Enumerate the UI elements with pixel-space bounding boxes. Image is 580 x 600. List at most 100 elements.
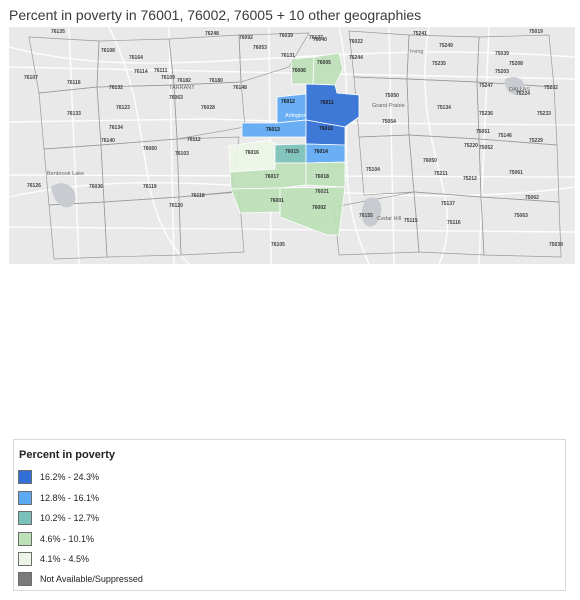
zip-label-76155: 76155 — [359, 213, 373, 219]
zip-label-76016: 76016 — [245, 150, 259, 156]
zip-label-76132: 76132 — [109, 85, 123, 91]
choropleth-map[interactable]: 76006 76005 76012 76011 76013 76010 76016 76015… — [9, 27, 575, 264]
zip-label-75211: 75211 — [434, 171, 448, 177]
zip-label-76135: 76135 — [51, 29, 65, 35]
zip-label-76123: 76123 — [116, 105, 130, 111]
zip-label-76133: 76133 — [67, 111, 81, 117]
zip-label-75212: 75212 — [463, 176, 477, 182]
legend-item: 12.8% - 16.1% — [18, 490, 99, 506]
zip-label-76001: 76001 — [270, 198, 284, 204]
page-title: Percent in poverty in 76001, 76002, 7600… — [9, 7, 422, 23]
zip-label-76036: 76036 — [89, 184, 103, 190]
legend-item: 4.6% - 10.1% — [18, 531, 94, 547]
zip-label-76182: 76182 — [177, 78, 191, 84]
zip-label-76105: 76105 — [271, 242, 285, 248]
zip-label-76050: 76050 — [423, 158, 437, 164]
city-label-cedar-hill: Cedar Hill — [377, 216, 401, 222]
zip-label-76021: 76021 — [315, 189, 329, 195]
legend-item: 4.1% - 4.5% — [18, 551, 89, 567]
zip-label-76053: 76053 — [253, 45, 267, 51]
city-label-grand-prairie: Grand Prairie — [372, 103, 405, 109]
zip-label-75062: 75062 — [525, 195, 539, 201]
city-label-dallas: DALLAS — [509, 87, 530, 93]
zip-label-75247: 75247 — [479, 83, 493, 89]
zip-label-76013: 76013 — [266, 127, 280, 133]
zip-label-75061: 75061 — [509, 170, 523, 176]
zip-label-76248: 76248 — [205, 31, 219, 37]
legend-label: 16.2% - 24.3% — [40, 472, 100, 482]
zip-region-76016[interactable] — [228, 139, 280, 173]
zip-label-76118: 76118 — [191, 193, 205, 199]
legend-swatch — [18, 572, 32, 586]
zip-label-76126: 76126 — [27, 183, 41, 189]
zip-label-75115: 75115 — [404, 218, 418, 224]
zip-label-76040: 76040 — [313, 37, 327, 43]
zip-label-75241: 75241 — [413, 31, 427, 37]
legend-title: Percent in poverty — [19, 449, 115, 461]
zip-label-75039: 75039 — [495, 51, 509, 57]
zip-label-75146: 75146 — [498, 133, 512, 139]
zip-label-76017: 76017 — [265, 174, 279, 180]
zip-region-76005[interactable] — [312, 52, 344, 86]
zip-label-76063: 76063 — [169, 95, 183, 101]
legend-label: 4.6% - 10.1% — [40, 534, 95, 544]
zip-label-75233: 75233 — [537, 111, 551, 117]
city-label-arlington: Arlington — [285, 113, 307, 119]
zip-region-76011[interactable] — [305, 83, 360, 128]
zip-label-75220: 75220 — [464, 143, 478, 149]
zip-label-76134: 76134 — [109, 125, 123, 131]
zip-label-76244: 76244 — [349, 55, 363, 61]
zip-label-76028: 76028 — [201, 105, 215, 111]
zip-label-75208: 75208 — [509, 61, 523, 67]
legend-swatch — [18, 552, 32, 566]
zip-label-76012: 76012 — [281, 99, 295, 105]
zip-label-76164: 76164 — [129, 55, 143, 61]
legend-swatch — [18, 511, 32, 525]
legend-label: 10.2% - 12.7% — [40, 513, 100, 523]
city-label-irving: Irving — [410, 49, 423, 55]
zip-label-76140: 76140 — [101, 138, 115, 144]
legend-swatch — [18, 470, 32, 484]
zip-label-75137: 75137 — [441, 201, 455, 207]
zip-label-76011: 76011 — [320, 100, 334, 106]
zip-region-76002[interactable] — [279, 186, 346, 236]
zip-label-76112: 76112 — [187, 137, 201, 143]
zip-label-76014: 76014 — [314, 149, 328, 155]
zip-label-75038: 75038 — [549, 242, 563, 248]
zip-label-76107: 76107 — [24, 75, 38, 81]
zip-label-75052: 75052 — [479, 145, 493, 151]
legend-item: 10.2% - 12.7% — [18, 510, 99, 526]
zip-boundaries — [28, 30, 562, 260]
zip-label-76002: 76002 — [312, 205, 326, 211]
zip-label-76148: 76148 — [233, 85, 247, 91]
legend-item: 16.2% - 24.3% — [18, 469, 99, 485]
zip-label-75054: 75054 — [382, 119, 396, 125]
legend-item: Not Available/Suppressed — [18, 571, 143, 587]
zip-label-76119: 76119 — [143, 184, 157, 190]
zip-label-75236: 75236 — [479, 111, 493, 117]
zip-label-76180: 76180 — [209, 78, 223, 84]
zip-label-76111: 76111 — [154, 68, 168, 74]
legend-label: 12.8% - 16.1% — [40, 493, 100, 503]
zip-label-75249: 75249 — [439, 43, 453, 49]
zip-label-75134: 75134 — [437, 105, 451, 111]
zip-label-76108: 76108 — [101, 48, 115, 54]
zip-label-75050: 75050 — [385, 93, 399, 99]
legend-swatch — [18, 491, 32, 505]
zip-label-76103: 76103 — [175, 151, 189, 157]
zip-label-76039: 76039 — [279, 33, 293, 39]
zip-label-76005: 76005 — [317, 60, 331, 66]
zip-label-75104: 75104 — [366, 167, 380, 173]
city-label-benbrook-lake: Benbrook Lake — [47, 171, 84, 177]
zip-label-76131: 76131 — [281, 53, 295, 59]
zip-label-75116: 75116 — [447, 220, 461, 226]
zip-label-76114: 76114 — [134, 69, 148, 75]
zip-label-75229: 75229 — [529, 138, 543, 144]
legend-label: Not Available/Suppressed — [40, 574, 143, 584]
zip-label-76006: 76006 — [292, 68, 306, 74]
zip-label-76120: 76120 — [169, 203, 183, 209]
zip-label-76109: 76109 — [161, 75, 175, 81]
lakes — [51, 77, 524, 227]
zip-label-76015: 76015 — [285, 149, 299, 155]
zip-label-75232: 75232 — [544, 85, 558, 91]
